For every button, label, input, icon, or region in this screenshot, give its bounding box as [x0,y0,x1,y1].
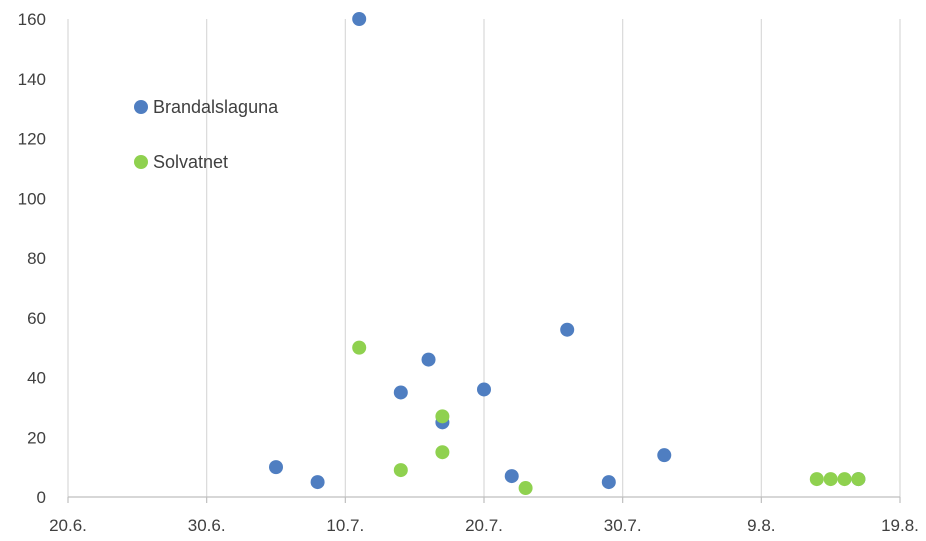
point-brandalslaguna [352,12,367,26]
x-tick-label: 30.7. [604,516,642,535]
legend-marker [134,155,148,169]
x-tick-label: 20.7. [465,516,503,535]
point-solvatnet [823,472,838,487]
point-brandalslaguna [393,385,408,400]
y-tick-label: 120 [18,130,46,149]
point-brandalslaguna [477,382,491,397]
point-brandalslaguna [421,352,436,367]
x-tick-label: 10.7. [326,516,364,535]
y-tick-label: 140 [18,70,46,89]
point-solvatnet [809,472,824,487]
x-tick-label: 19.8. [881,516,919,535]
y-tick-label: 0 [37,488,46,507]
point-solvatnet [435,409,450,424]
data-points [269,12,866,496]
grid [67,19,901,497]
y-tick-label: 80 [27,249,46,268]
y-tick-label: 160 [18,10,46,29]
point-solvatnet [435,445,450,460]
tick-labels: 20.6. 30.6. 10.7. 20.7. 30.7. 9.8. 19.8. 0 20 40 6… [18,10,919,535]
point-brandalslaguna [601,475,616,490]
point-solvatnet [851,472,866,487]
point-brandalslaguna [657,448,672,463]
x-tick-label: 20.6. [49,516,87,535]
legend: Brandalslaguna Solvatnet [134,97,279,172]
legend-label: Brandalslaguna [153,97,279,117]
legend-label: Solvatnet [153,152,228,172]
point-brandalslaguna [269,460,283,475]
y-tick-label: 60 [27,309,46,328]
y-tick-label: 100 [18,189,46,208]
point-solvatnet [837,472,852,487]
point-solvatnet [393,463,408,478]
x-tick-label: 9.8. [747,516,775,535]
point-brandalslaguna [310,475,325,490]
y-tick-label: 20 [27,428,46,447]
point-brandalslaguna [504,469,519,484]
point-brandalslaguna [560,322,575,337]
point-solvatnet [518,481,533,496]
axes [67,496,901,503]
legend-marker [134,100,148,114]
y-tick-label: 40 [27,369,46,388]
point-solvatnet [352,340,367,355]
x-tick-label: 30.6. [188,516,226,535]
